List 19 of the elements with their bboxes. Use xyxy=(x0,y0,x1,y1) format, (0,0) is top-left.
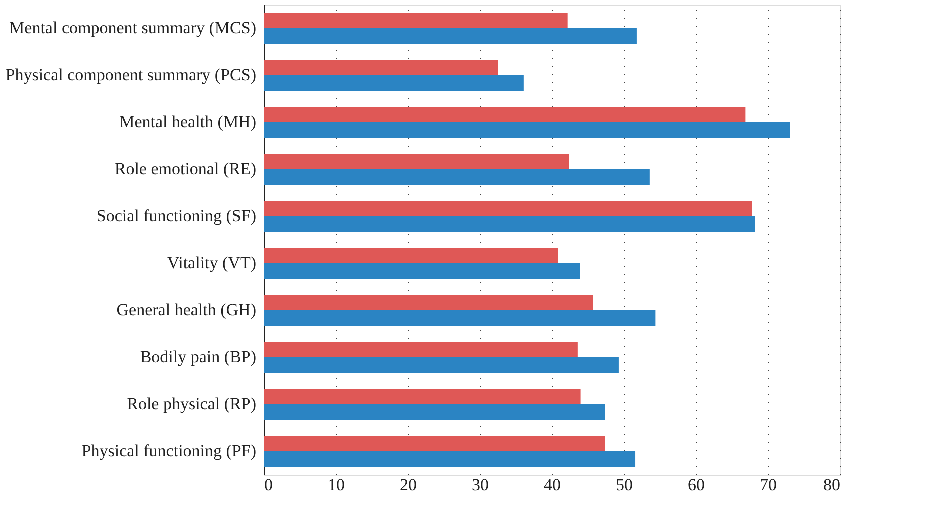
x-tick-label: 70 xyxy=(760,476,777,494)
y-tick-label: Physical component summary (PCS) xyxy=(6,66,256,84)
y-tick-label: Mental component summary (MCS) xyxy=(10,18,256,38)
y-tick-label: Role emotional (RE) xyxy=(114,160,256,178)
y-tick-label: Social functioning (SF) xyxy=(96,206,256,226)
x-tick-label: 20 xyxy=(400,476,417,494)
x-tick-label: 50 xyxy=(616,476,633,494)
x-tick-label: 40 xyxy=(544,476,561,494)
y-tick-label: General health (GH) xyxy=(116,300,256,320)
y-tick-label: Vitality (VT) xyxy=(167,254,256,272)
y-tick-label: Physical functioning (PF) xyxy=(82,442,256,460)
y-tick-label: Bodily pain (BP) xyxy=(140,348,256,366)
x-tick-label: 30 xyxy=(472,476,489,494)
x-tick-label: 10 xyxy=(328,476,345,494)
x-tick-label: 60 xyxy=(688,476,705,494)
y-tick-label: Mental health (MH) xyxy=(120,112,256,132)
x-tick-label: 80 xyxy=(824,476,840,494)
x-tick-label: 0 xyxy=(264,476,273,494)
y-tick-label: Role physical (RP) xyxy=(127,394,256,414)
